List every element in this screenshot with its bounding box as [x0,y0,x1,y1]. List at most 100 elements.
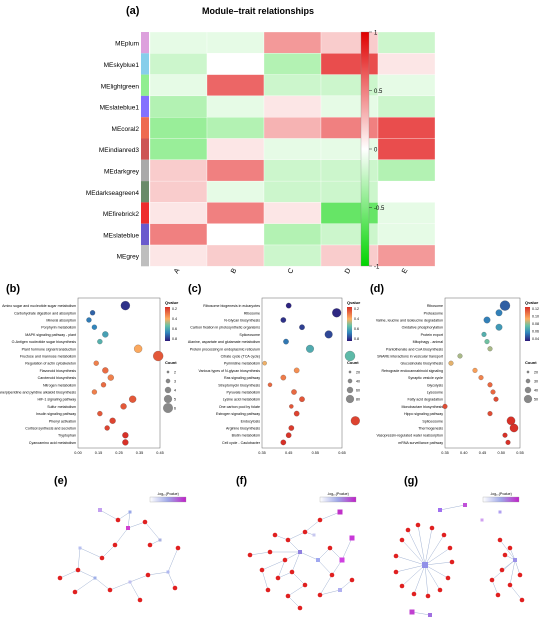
network-edge [304,519,321,533]
bubble-point [107,374,114,381]
count-legend-label: 40 [534,389,538,393]
bubble-point [134,344,143,353]
x-tick-label: 0.45 [479,451,486,455]
module-color-swatch [141,32,149,54]
x-tick-label: 0.00 [74,451,81,455]
network-edge [424,561,453,566]
count-legend-bubble [524,386,532,394]
bubble-point [505,439,511,445]
count-legend-bubble [163,403,173,413]
category-label: Proteasome [424,311,443,315]
category-label: Oxidative phosphorylation [402,326,443,330]
network-pathway-node [78,546,82,550]
heatmap-cell [206,117,265,139]
network-edge [167,571,176,589]
count-legend-title: Count [165,360,177,365]
count-legend-title: Count [347,360,359,365]
bubble-point [86,317,92,323]
bubble-point [93,360,99,366]
category-label: Alanine, aspartate and glutamate metabol… [188,340,260,344]
category-label: Protein processing in endoplasmic reticu… [190,347,260,351]
module-color-swatch [141,95,149,118]
category-label: Insulin signaling pathway [36,412,76,416]
heatmap-cells [149,31,436,267]
network-gene-node [327,545,333,551]
network-legend: -log₁₀(Pvalue) [482,492,520,503]
module-color-swatch [141,245,149,267]
heatmap-column-labels: A B C D E [173,267,410,275]
heatmap-column-label: E [401,267,410,275]
network-edge [74,577,96,593]
category-label: Fatty acid degradation [407,398,443,402]
network-gene-node [297,605,303,611]
network-pathway-node [158,538,162,542]
heatmap-row-label: MEslateblue [103,232,139,239]
colorbar-tick-label: 0 [374,148,378,154]
x-tick-label: 0.55 [312,451,319,455]
panel-label-g: (g) [404,475,418,487]
network-gene-node [441,532,447,538]
heatmap-cell [377,202,436,224]
panel-label-a: (a) [126,5,140,17]
network-gene-node [497,537,503,543]
x-tick-label: 0.25 [115,451,122,455]
category-label: Spliceosome [422,419,443,423]
bubble-point [289,404,294,409]
network-edge [509,559,516,586]
heatmap-cell [149,180,208,203]
network-edge [439,504,466,511]
network-legend: -log₁₀(Pvalue) [149,492,187,503]
bubble-point [120,403,127,410]
bubble-point [299,396,305,402]
heatmap-cell [149,138,208,160]
module-color-swatch [141,117,149,139]
count-legend-bubble [526,370,530,374]
network-gene-node [289,569,295,575]
count-legend-label: 40 [356,380,360,384]
qvalue-legend-tick: 0.2 [172,307,177,311]
count-legend-bubble [525,378,531,384]
network-gene-node [247,552,253,558]
category-label: N-Glycan biosynthesis [224,319,260,323]
network-edge [341,537,353,561]
heatmap-cell [206,95,265,118]
bubble-point [97,339,103,345]
panel-label-e: (e) [54,475,68,487]
network-edge [261,569,269,591]
network-gene-node [302,529,308,535]
bubble-point [484,339,490,345]
category-label: Ribosome [244,311,260,315]
category-label: Ribosome biogenesis in eukaryotes [203,304,260,308]
network-pathway-node [498,510,502,514]
network-pathway-node [339,557,345,563]
heatmap-cell [263,202,322,224]
bubble-point [350,416,360,426]
heatmap-cell [149,95,208,118]
network-edge [411,611,431,616]
network-pathway-node [409,609,415,615]
panel-label-b: (b) [6,283,20,295]
network-gene-node [145,572,151,578]
network-edge [291,571,306,586]
network-gene-node [107,587,113,593]
network-edge [144,521,161,541]
heatmap-cell [206,31,265,54]
network-edge [287,584,306,597]
module-color-swatch [141,223,149,245]
bubble-point [122,432,129,439]
qvalue-legend-tick: 0.10 [532,315,539,319]
qvalue-legend-gradient [165,307,170,341]
network-gene-node [137,597,143,603]
qvalue-legend-tick: 0.06 [532,330,539,334]
category-label: Carbohydrate digestion and absorption [14,311,76,315]
network-edge [319,589,341,596]
network-edge [109,581,131,591]
heatmap-cell [149,159,208,182]
x-tick-label: 0.35 [441,451,448,455]
qvalue-legend-tick: 0.6 [172,327,177,331]
bubble-point [291,389,297,395]
module-color-swatch [141,159,149,182]
network-gene-node [507,545,513,551]
panel-d-bubble-chart: (d) Ribosome Proteasome Valine, leucine an… [370,283,539,455]
category-label: Thermogenesis [418,427,443,431]
